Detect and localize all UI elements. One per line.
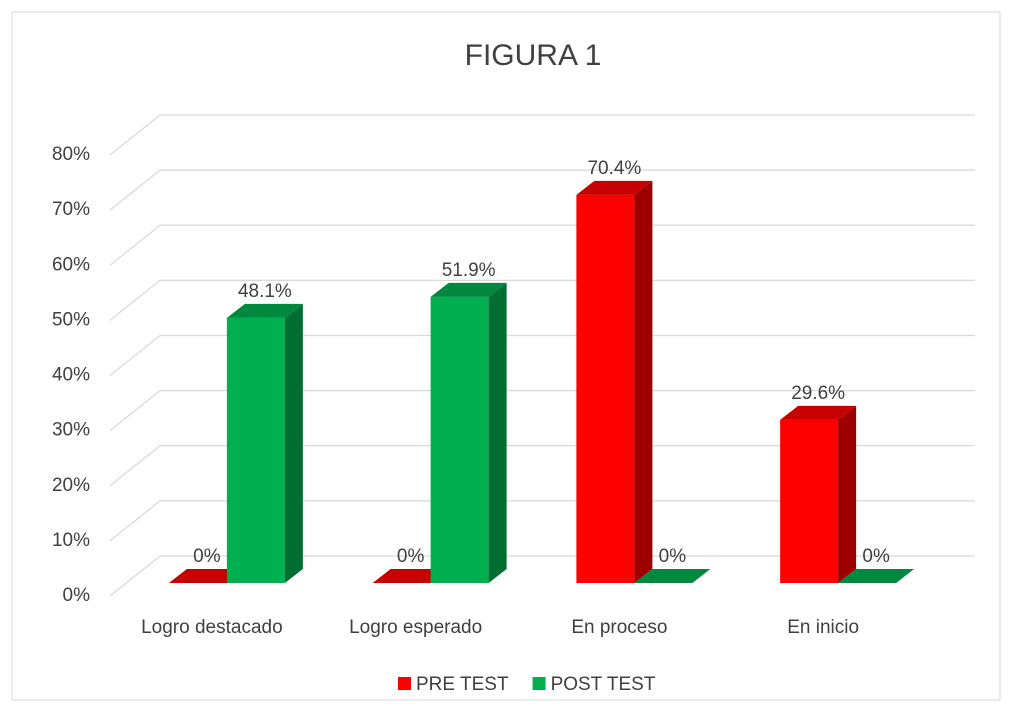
bar-side — [838, 405, 857, 583]
bar-top — [168, 569, 245, 583]
x-tick-label: En inicio — [787, 617, 859, 638]
bar-top — [838, 569, 915, 583]
legend-label: PRE TEST — [416, 674, 509, 695]
grid-line-depth — [109, 334, 161, 377]
y-tick-label: 50% — [52, 309, 90, 330]
data-label: 0% — [659, 546, 687, 567]
data-label: 0% — [862, 546, 890, 567]
grid-line-depth — [109, 279, 161, 321]
bar-top — [780, 405, 857, 420]
bar-face — [430, 296, 489, 583]
legend-swatch — [398, 677, 411, 690]
bar-side — [488, 282, 507, 583]
bar-face — [780, 419, 839, 583]
y-tick-label: 20% — [52, 475, 90, 496]
grid-line-depth — [109, 114, 161, 156]
y-tick-label: 80% — [52, 144, 90, 165]
data-label: 0% — [193, 546, 221, 567]
x-tick-label: En proceso — [571, 617, 667, 638]
bar-top — [226, 303, 303, 318]
x-tick-label: Logro esperado — [349, 617, 482, 638]
chart-title: FIGURA 1 — [465, 39, 602, 72]
legend-label: POST TEST — [551, 674, 656, 695]
y-tick-label: 30% — [52, 420, 90, 441]
grid-line-depth — [109, 224, 161, 266]
grid-line-depth — [109, 390, 161, 432]
x-tick-label: Logro destacado — [141, 617, 283, 638]
y-tick-label: 0% — [63, 585, 91, 606]
bar-side — [284, 303, 303, 583]
bar-face — [576, 194, 635, 584]
y-tick-label: 10% — [52, 530, 90, 551]
data-label: 0% — [397, 546, 425, 567]
data-label: 48.1% — [238, 281, 292, 302]
y-tick-label: 40% — [52, 365, 90, 386]
y-tick-label: 60% — [52, 254, 90, 275]
grid-line-depth — [109, 500, 161, 542]
bar-top — [430, 282, 507, 297]
bar-top — [372, 569, 449, 583]
data-label: 70.4% — [587, 158, 641, 179]
bar-top — [634, 569, 711, 583]
grid-line-depth — [109, 169, 161, 211]
grid-line-depth — [109, 555, 161, 597]
grid-line-depth — [109, 445, 161, 487]
y-tick-label: 70% — [52, 199, 90, 220]
bar-face — [226, 317, 285, 583]
data-label: 51.9% — [442, 260, 496, 281]
legend-swatch — [532, 677, 546, 690]
bar-top — [576, 180, 653, 195]
bar-side — [634, 180, 653, 584]
data-label: 29.6% — [791, 383, 845, 404]
